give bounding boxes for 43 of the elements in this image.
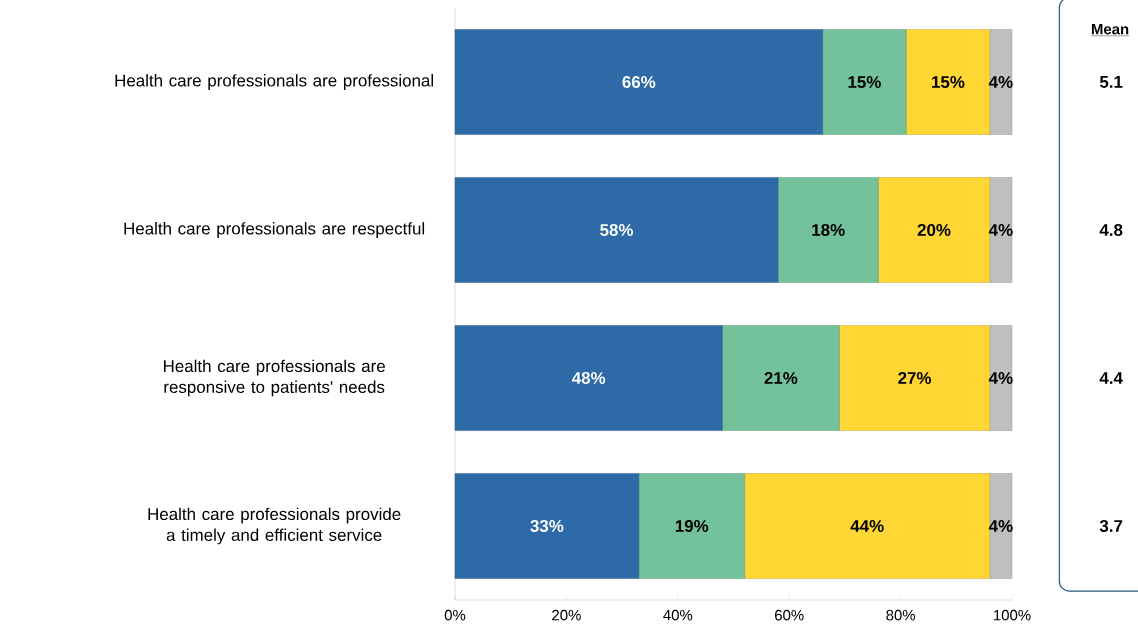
data-label: 27% bbox=[898, 372, 932, 384]
bar bbox=[989, 473, 1013, 579]
bar bbox=[454, 29, 823, 135]
data-label: 15% bbox=[932, 76, 965, 88]
data-label: 44% bbox=[850, 520, 884, 532]
data-label: 48% bbox=[571, 372, 606, 384]
bar bbox=[744, 473, 990, 579]
bar bbox=[878, 177, 990, 283]
text: 5.1 bbox=[1099, 76, 1123, 88]
data-label: 18% bbox=[812, 224, 845, 236]
y-tick-label: Health care professionals are responsive to patients' needs bbox=[163, 359, 385, 397]
text: 4.8 bbox=[1099, 224, 1123, 236]
data-label: 66% bbox=[622, 75, 656, 88]
data-label: 19% bbox=[675, 520, 709, 532]
bar bbox=[905, 29, 990, 135]
x-tick-label: 60% bbox=[775, 609, 804, 621]
bar bbox=[839, 325, 990, 431]
text: 4.4 bbox=[1099, 372, 1123, 384]
bar bbox=[989, 325, 1013, 431]
data-label: 20% bbox=[917, 224, 951, 236]
x-tick-label: 100% bbox=[994, 609, 1031, 621]
y-tick-label: Health care professionals provide a timely and efficient service bbox=[148, 507, 401, 545]
bar bbox=[777, 177, 879, 283]
y-tick-label: Health care professionals are respectful bbox=[124, 222, 425, 238]
bar bbox=[989, 177, 1013, 283]
x-tick-label: 20% bbox=[552, 609, 581, 621]
data-label: 15% bbox=[848, 76, 881, 88]
x-tick-label: 80% bbox=[886, 609, 916, 621]
bar bbox=[638, 473, 745, 579]
data-label: 33% bbox=[530, 519, 564, 532]
x-tick-label: 0% bbox=[444, 609, 466, 621]
bar bbox=[822, 29, 907, 135]
bar bbox=[989, 29, 1013, 135]
x-tick-label: 40% bbox=[663, 609, 693, 621]
bar bbox=[454, 177, 779, 283]
bar bbox=[722, 325, 840, 431]
bar bbox=[454, 325, 723, 431]
bar bbox=[454, 473, 640, 579]
text: 3.7 bbox=[1099, 520, 1123, 533]
text: Mean bbox=[1091, 23, 1129, 35]
data-label: 58% bbox=[600, 224, 634, 236]
y-tick-label: Health care professionals are professional bbox=[115, 74, 433, 90]
data-label: 21% bbox=[764, 372, 798, 384]
